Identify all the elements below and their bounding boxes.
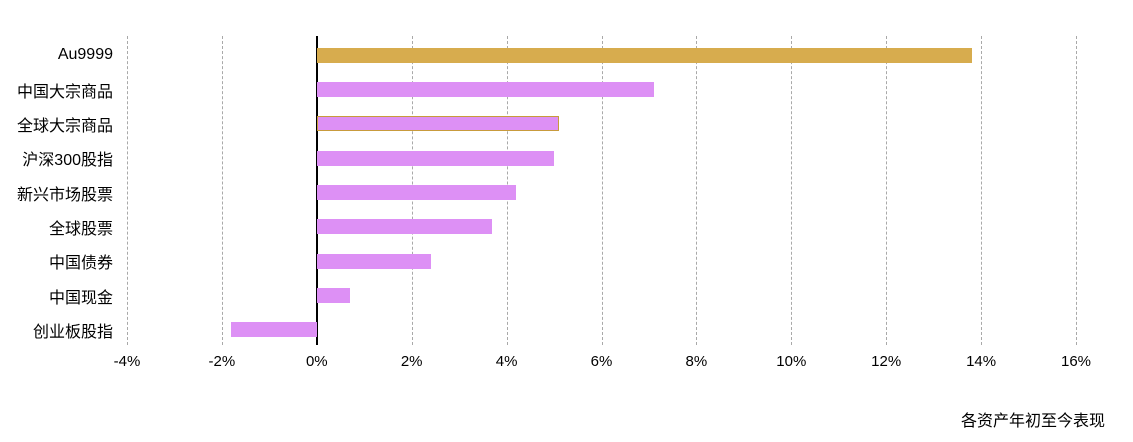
bar-5 xyxy=(316,185,517,200)
x-tick-label: 0% xyxy=(305,353,328,370)
x-tick-label: -2% xyxy=(208,353,236,370)
gridline xyxy=(127,36,128,345)
x-tick-label: 14% xyxy=(966,353,997,370)
bar-8 xyxy=(316,288,350,303)
category-label: 中国现金 xyxy=(48,289,113,307)
gridline xyxy=(886,36,888,345)
category-label: 中国债券 xyxy=(48,255,113,273)
x-tick-label: 16% xyxy=(1060,353,1092,370)
x-tick-label: 8% xyxy=(685,353,708,370)
category-label: 创业板股指 xyxy=(32,323,113,341)
bar-1 xyxy=(316,47,972,63)
bar-3 xyxy=(316,116,559,132)
gridline xyxy=(601,36,603,345)
chart-caption: 各资产年初至今表现 xyxy=(960,413,1105,430)
x-tick-label: 4% xyxy=(495,353,518,370)
category-label: 全球股票 xyxy=(48,220,113,238)
x-tick-label: 2% xyxy=(400,353,423,370)
gridline xyxy=(1076,36,1077,345)
gridline xyxy=(981,36,983,345)
category-label: 全球大宗商品 xyxy=(16,117,113,135)
category-label: 新兴市场股票 xyxy=(16,186,113,204)
x-tick-label: 10% xyxy=(776,353,807,370)
x-tick-label: 6% xyxy=(590,353,613,370)
category-label: 沪深300股指 xyxy=(22,152,113,170)
gridline xyxy=(696,36,698,345)
bar-9 xyxy=(231,322,317,338)
x-tick-label: 12% xyxy=(871,353,902,370)
gridline xyxy=(221,36,223,345)
bar-7 xyxy=(316,253,431,269)
category-label: Au9999 xyxy=(57,46,113,64)
category-label: 中国大宗商品 xyxy=(16,83,113,101)
plot-area xyxy=(127,36,1077,345)
bar-4 xyxy=(316,150,555,166)
x-tick-label: -4% xyxy=(113,353,141,370)
bar-6 xyxy=(316,219,493,235)
bar-2 xyxy=(316,82,654,97)
gridline xyxy=(791,36,793,345)
